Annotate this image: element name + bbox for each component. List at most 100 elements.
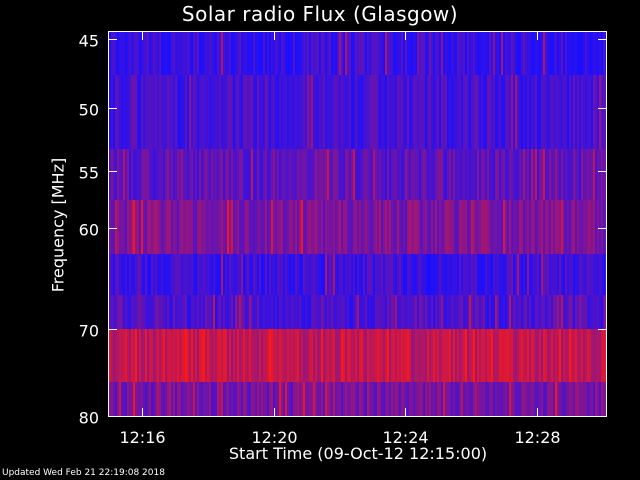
spectrogram-cell <box>547 200 549 254</box>
spectrogram-cell <box>145 382 147 416</box>
spectrogram-cell <box>245 254 247 295</box>
spectrogram-cell <box>271 75 273 149</box>
spectrogram-cell <box>331 329 333 382</box>
spectrogram-cell <box>411 200 413 254</box>
spectrogram-cell <box>519 382 521 416</box>
spectrogram-cell <box>321 149 323 200</box>
spectrogram-cell <box>129 382 131 416</box>
spectrogram-cell <box>445 149 447 200</box>
spectrogram-cell <box>403 75 405 149</box>
spectrogram-cell <box>603 329 605 382</box>
spectrogram-cell <box>557 32 559 75</box>
spectrogram-cell <box>197 32 199 75</box>
spectrogram-cell <box>447 32 449 75</box>
spectrogram-cell <box>345 200 347 254</box>
spectrogram-cell <box>377 295 379 329</box>
spectrogram-cell <box>147 75 149 149</box>
spectrogram-cell <box>541 149 543 200</box>
spectrogram-cell <box>163 75 165 149</box>
spectrogram-cell <box>513 295 515 329</box>
spectrogram-cell <box>253 295 255 329</box>
spectrogram-cell <box>283 382 285 416</box>
spectrogram-cell <box>539 254 541 295</box>
spectrogram-cell <box>387 32 389 75</box>
spectrogram-cell <box>421 329 423 382</box>
spectrogram-cell <box>447 149 449 200</box>
spectrogram-cell <box>291 295 293 329</box>
spectrogram-cell <box>403 329 405 382</box>
spectrogram-cell <box>409 200 411 254</box>
spectrogram-cell <box>493 32 495 75</box>
spectrogram-cell <box>197 382 199 416</box>
spectrogram-cell <box>505 75 507 149</box>
spectrogram-cell <box>455 32 457 75</box>
spectrogram-cell <box>143 149 145 200</box>
spectrogram-cell <box>385 295 387 329</box>
spectrogram-cell <box>287 32 289 75</box>
spectrogram-cell <box>445 200 447 254</box>
spectrogram-cell <box>449 32 451 75</box>
spectrogram-cell <box>225 149 227 200</box>
spectrogram-cell <box>311 32 313 75</box>
spectrogram-cell <box>401 254 403 295</box>
spectrogram-cell <box>325 254 327 295</box>
spectrogram-cell <box>507 254 509 295</box>
spectrogram-cell <box>581 149 583 200</box>
spectrogram-cell <box>291 149 293 200</box>
spectrogram-cell <box>401 295 403 329</box>
spectrogram-cell <box>487 149 489 200</box>
spectrogram-cell <box>403 200 405 254</box>
spectrogram-cell <box>303 382 305 416</box>
spectrogram-cell <box>431 32 433 75</box>
spectrogram-cell <box>119 382 121 416</box>
spectrogram-cell <box>151 329 153 382</box>
spectrogram-cell <box>417 329 419 382</box>
spectrogram-cell <box>483 32 485 75</box>
spectrogram-cell <box>591 32 593 75</box>
spectrogram-cell <box>333 254 335 295</box>
spectrogram-cell <box>171 382 173 416</box>
spectrogram-cell <box>427 200 429 254</box>
spectrogram-cell <box>495 329 497 382</box>
spectrogram-cell <box>209 200 211 254</box>
spectrogram-cell <box>189 32 191 75</box>
spectrogram-cell <box>129 329 131 382</box>
spectrogram-cell <box>177 329 179 382</box>
spectrogram-cell <box>335 149 337 200</box>
spectrogram-cell <box>527 75 529 149</box>
spectrogram-cell <box>539 382 541 416</box>
spectrogram-cell <box>521 75 523 149</box>
spectrogram-cell <box>205 200 207 254</box>
spectrogram-cell <box>381 254 383 295</box>
spectrogram-cell <box>573 329 575 382</box>
spectrogram-cell <box>481 382 483 416</box>
spectrogram-cell <box>253 382 255 416</box>
spectrogram-cell <box>305 382 307 416</box>
spectrogram-cell <box>501 32 503 75</box>
spectrogram-cell <box>153 295 155 329</box>
spectrogram-cell <box>479 200 481 254</box>
spectrogram-cell <box>461 295 463 329</box>
spectrogram-cell <box>165 329 167 382</box>
spectrogram-cell <box>547 32 549 75</box>
spectrogram-cell <box>137 75 139 149</box>
spectrogram-cell <box>247 295 249 329</box>
spectrogram-cell <box>497 149 499 200</box>
frequency-band-1 <box>109 75 607 149</box>
spectrogram-cell <box>571 295 573 329</box>
spectrogram-cell <box>231 254 233 295</box>
spectrogram-cell <box>357 32 359 75</box>
spectrogram-cell <box>245 149 247 200</box>
spectrogram-cell <box>153 32 155 75</box>
spectrogram-cell <box>397 149 399 200</box>
spectrogram-cell <box>513 382 515 416</box>
spectrogram-cell <box>483 75 485 149</box>
spectrogram-cell <box>145 75 147 149</box>
spectrogram-cell <box>125 200 127 254</box>
spectrogram-cell <box>191 149 193 200</box>
spectrogram-cell <box>285 382 287 416</box>
spectrogram-cell <box>279 329 281 382</box>
spectrogram-cell <box>519 329 521 382</box>
spectrogram-cell <box>327 75 329 149</box>
spectrogram-cell <box>227 32 229 75</box>
